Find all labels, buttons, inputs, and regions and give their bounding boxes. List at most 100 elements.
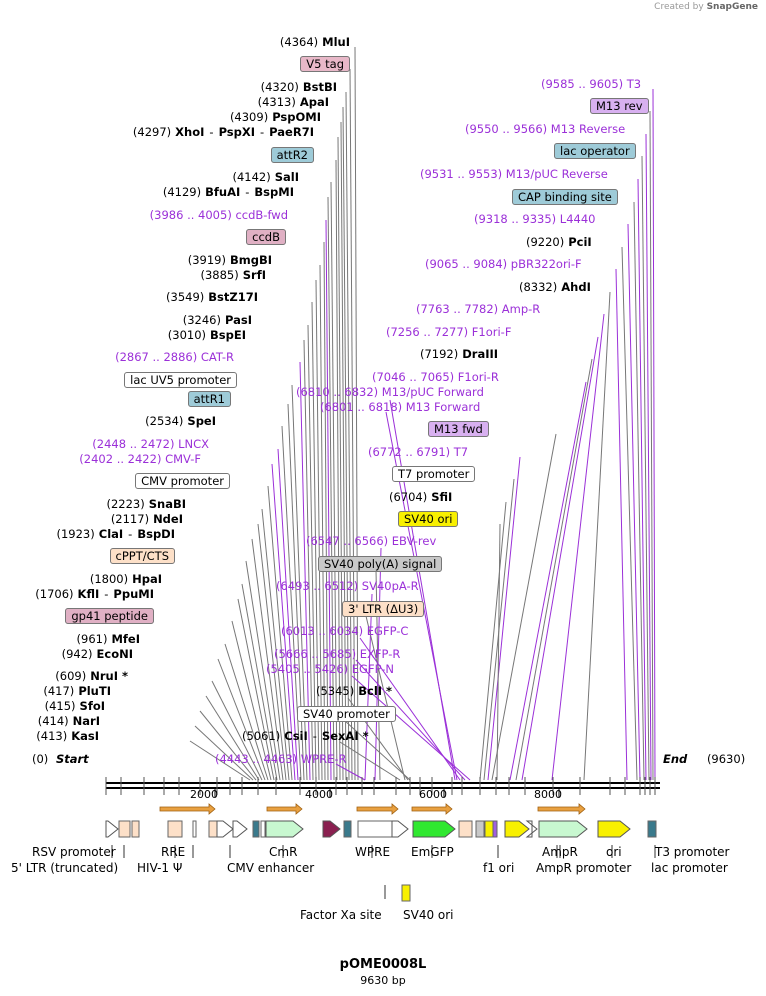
site-position: (3919) xyxy=(187,253,226,267)
primer-label: (6801 .. 6818) M13 Forward xyxy=(320,400,480,414)
separator: - xyxy=(128,527,133,541)
backbone xyxy=(106,782,660,789)
site-position: (4309) xyxy=(229,110,269,124)
site-position: (1923) xyxy=(56,527,95,541)
site-position: (414) xyxy=(37,714,69,728)
site-position: (961) xyxy=(76,632,108,646)
primer-text: (2402 .. 2422) CMV-F xyxy=(79,452,201,466)
feature-label: M13 rev xyxy=(590,98,649,114)
enzyme-name: NarI xyxy=(72,714,100,728)
ltr-shape xyxy=(118,820,131,838)
primer-label: (6772 .. 6791) T7 xyxy=(368,445,468,459)
feature-name: SV40 ori xyxy=(403,908,454,922)
feature-tag: gp41 peptide xyxy=(65,608,154,624)
leader-line xyxy=(652,88,656,781)
separator: - xyxy=(209,125,214,139)
feature-label: T7 promoter xyxy=(392,466,476,482)
enzyme-name: DraIII xyxy=(462,347,499,361)
site-label: (415) SfoI xyxy=(45,699,105,713)
snapgene-credit: Created by SnapGene xyxy=(654,2,758,12)
site-label: (417) PluTI xyxy=(43,684,111,698)
site-label: (942) EcoNI xyxy=(62,647,133,661)
enzyme-name: XhoI xyxy=(175,125,205,139)
leader-line xyxy=(649,110,654,781)
site-label: (3246) PasI xyxy=(183,313,252,327)
feature-label: cPPT/CTS xyxy=(109,548,175,564)
sv40-ori-lower-shape xyxy=(401,884,411,902)
leader-line xyxy=(245,560,281,781)
feature-name: f1 ori xyxy=(483,861,515,875)
leader-line xyxy=(199,710,257,781)
site-label: (4309) PspOMI xyxy=(230,110,321,124)
enzyme-name: BstBI xyxy=(302,80,337,94)
primer-label: (6493 .. 6512) SV40pA-R xyxy=(276,579,419,593)
site-position: (417) xyxy=(43,684,75,698)
feature-name: EmGFP xyxy=(411,845,454,859)
primer-label: (5405 .. 5426) EGFP-N xyxy=(266,662,394,676)
primer-label: (9318 .. 9335) L4440 xyxy=(474,212,595,226)
feature-tag: T7 promoter xyxy=(392,466,476,482)
feature-name: ori xyxy=(606,845,622,859)
site-label: (3885) SrfI xyxy=(201,268,267,282)
primer-text: (4443 .. 4463) WPRE-R xyxy=(215,752,347,766)
tick-label-2000: 2000 xyxy=(190,788,218,801)
rsv-promoter-shape xyxy=(105,820,119,838)
site-label: (4297) XhoI - PspXI - PaeR7I xyxy=(133,125,314,139)
enzyme-name: HpaI xyxy=(132,572,162,586)
feature-label: CMV promoter xyxy=(135,473,230,489)
leader-line xyxy=(637,178,647,781)
ltr3-shape xyxy=(458,820,473,838)
rre-shape xyxy=(167,820,183,838)
enzyme-name: PaeR7I xyxy=(269,125,314,139)
primer-text: (6801 .. 6818) M13 Forward xyxy=(320,400,481,414)
site-position: (2534) xyxy=(145,414,184,428)
separator: - xyxy=(104,587,109,601)
feature-label: M13 fwd xyxy=(428,421,489,437)
feature-name: RSV promoter xyxy=(32,845,116,859)
site-position: (4364) xyxy=(279,35,319,49)
site-position: (1706) xyxy=(35,587,74,601)
primer-label: (4443 .. 4463) WPRE-R xyxy=(215,752,347,766)
tick-label-6000: 6000 xyxy=(419,788,447,801)
leader-line xyxy=(251,538,284,781)
snapgene-logo-text: SnapGene xyxy=(706,2,758,12)
feature-tag: V5 tag xyxy=(300,56,350,72)
leader-line xyxy=(364,593,373,781)
tick-label-8000: 8000 xyxy=(534,788,562,801)
primer-text: (2867 .. 2886) CAT-R xyxy=(115,350,234,364)
separator: - xyxy=(260,125,265,139)
leader-line xyxy=(217,658,266,781)
site-position: (3549) xyxy=(166,290,205,304)
primer-text: (6013 .. 6034) EGFP-C xyxy=(281,624,409,638)
leader-line xyxy=(479,501,507,781)
ruler-ticks xyxy=(105,777,656,797)
orf-arrow xyxy=(411,803,453,815)
leader-line xyxy=(521,336,599,781)
site-label: (961) MfeI xyxy=(77,632,140,646)
leader-line xyxy=(319,264,326,781)
enzyme-name: PspXI xyxy=(218,125,256,139)
site-position: (4313) xyxy=(257,95,296,109)
site-position: (5345) xyxy=(316,684,355,698)
leader-line xyxy=(261,508,290,781)
site-label: (1923) ClaI - BspDI xyxy=(57,527,176,541)
feature-name: T3 promoter xyxy=(655,845,730,859)
site-position: (4320) xyxy=(260,80,299,94)
wpre-shape xyxy=(357,820,393,838)
feature-label: SV40 poly(A) signal xyxy=(318,556,443,572)
leader-line xyxy=(257,523,287,781)
enzyme-name: AhdI xyxy=(561,280,591,294)
feature-label: ccdB xyxy=(246,229,286,245)
site-position: (2223) xyxy=(106,497,145,511)
primer-text: (6772 .. 6791) T7 xyxy=(368,445,469,459)
emgfp-shape xyxy=(412,820,456,838)
enzyme-name: PasI xyxy=(224,313,252,327)
leader-line xyxy=(327,196,335,781)
leader-line xyxy=(354,46,359,781)
enzyme-name: BspDI xyxy=(137,527,175,541)
primer-text: (7763 .. 7782) Amp-R xyxy=(416,302,541,316)
enzyme-name: NruI * xyxy=(90,669,128,683)
feature-name: AmpR promoter xyxy=(536,861,632,875)
leader-line xyxy=(351,675,471,781)
enzyme-name: BclI * xyxy=(358,684,393,698)
